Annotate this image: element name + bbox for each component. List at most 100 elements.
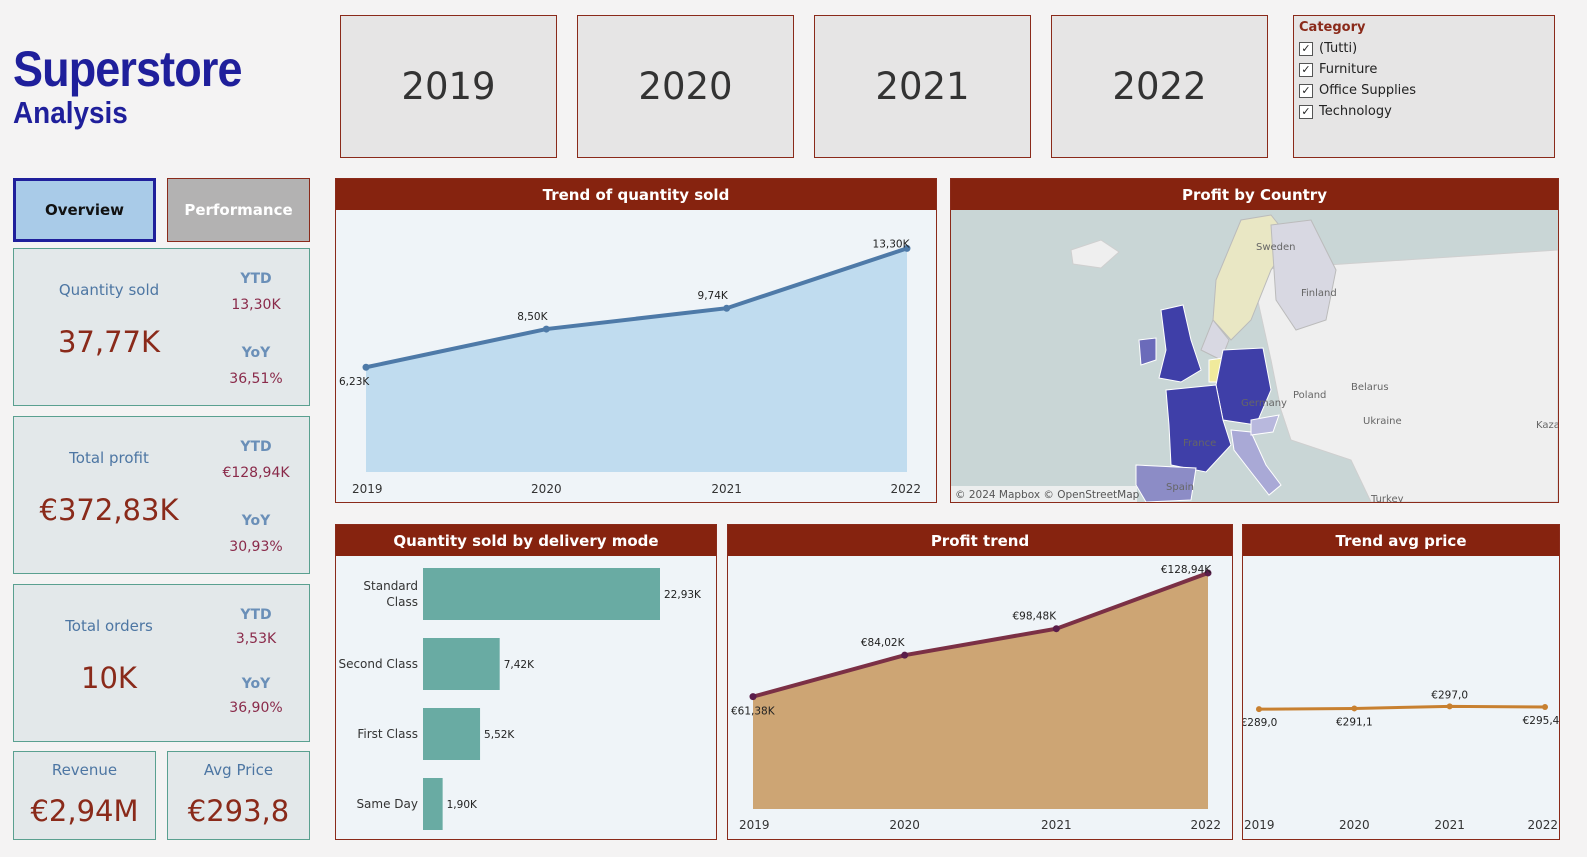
data-label: 8,50K: [517, 311, 548, 323]
chart-point: [1204, 569, 1212, 577]
category-filter-title: Category: [1299, 20, 1366, 35]
chart-line: [1258, 704, 1546, 711]
yoy-label: YoY: [241, 513, 271, 529]
performance-button[interactable]: Performance: [167, 178, 310, 242]
checkbox-icon[interactable]: ✓: [1299, 83, 1313, 98]
bar: [423, 568, 660, 620]
map-label-sweden: Sweden: [1256, 242, 1296, 253]
kpi-label: Total orders: [65, 617, 153, 635]
year-button-2022[interactable]: 2022: [1051, 15, 1268, 158]
ytd-value: €128,94K: [222, 465, 290, 481]
checkbox-icon[interactable]: ✓: [1299, 41, 1313, 56]
data-label: €128,94K: [1161, 564, 1212, 576]
map-label-kaza: Kaza: [1536, 420, 1558, 431]
data-label: 9,74K: [698, 290, 729, 302]
panel-title: Trend of quantity sold: [336, 179, 936, 210]
yoy-label: YoY: [241, 345, 271, 361]
x-tick-label: 2020: [889, 818, 920, 832]
category-filter: Category ✓ (Tutti) ✓ Furniture ✓ Office Sup…: [1293, 15, 1555, 158]
map-label-poland: Poland: [1293, 390, 1326, 401]
category-option-all[interactable]: ✓ (Tutti): [1299, 38, 1549, 59]
ytd-label: YTD: [240, 439, 272, 455]
chart-point: [1052, 625, 1060, 633]
category-option-label: Technology: [1319, 104, 1392, 119]
delivery-mode-panel: Quantity sold by delivery mode 22,93K Sta…: [335, 524, 717, 840]
map-attribution: © 2024 Mapbox © OpenStreetMap: [955, 489, 1140, 501]
ytd-value: 13,30K: [231, 297, 281, 313]
data-label: €98,48K: [1013, 611, 1058, 623]
x-tick-label: 2020: [1339, 818, 1370, 832]
x-tick-label: 2021: [1041, 818, 1072, 832]
category-label: Standard: [363, 579, 418, 593]
x-tick-label: 2021: [1434, 818, 1465, 832]
x-tick-label: 2019: [1244, 818, 1275, 832]
avg-price-chart: €289,0 2019 €291,1 2020 €297,0 2021 €295,4 2022: [1243, 689, 1559, 832]
x-tick-label: 2022: [1190, 818, 1221, 832]
category-option-label: (Tutti): [1319, 41, 1358, 56]
chart-line: [752, 571, 1209, 699]
kpi-revenue-card: Revenue €2,94M: [13, 751, 156, 840]
chart-point: [1446, 703, 1453, 710]
x-tick-label: 2022: [1527, 818, 1558, 832]
data-label: 13,30K: [873, 238, 911, 250]
category-label: First Class: [357, 727, 418, 741]
map-label-belarus: Belarus: [1351, 382, 1389, 393]
data-label: €61,38K: [731, 706, 776, 718]
data-label: 7,42K: [504, 659, 535, 671]
category-label: Same Day: [356, 797, 418, 811]
map-label-france: France: [1183, 438, 1216, 449]
map-label-finland: Finland: [1301, 288, 1337, 299]
chart-point: [903, 244, 911, 252]
category-label: Second Class: [338, 657, 418, 671]
yoy-value: 36,51%: [229, 371, 283, 387]
year-button-2020[interactable]: 2020: [577, 15, 794, 158]
data-label: €297,0: [1431, 689, 1468, 701]
checkbox-icon[interactable]: ✓: [1299, 104, 1313, 119]
kpi-label: Revenue: [51, 761, 118, 779]
bar: [423, 708, 481, 760]
quantity-trend-chart: 6,23K 2019 8,50K 2020 9,74K 2021 13,30K 2022: [339, 238, 921, 496]
avg-price-panel: Trend avg price €289,0 2019 €291,1 2020 €297…: [1242, 524, 1560, 840]
panel-title: Profit trend: [728, 525, 1232, 556]
yoy-value: 36,90%: [229, 700, 283, 716]
data-label: 5,52K: [484, 729, 515, 741]
profit-by-country-panel: Profit by Country Poland Belarus Ukraine…: [950, 178, 1559, 503]
yoy-value: 30,93%: [229, 539, 283, 555]
kpi-label: Total profit: [69, 449, 149, 467]
kpi-label: Quantity sold: [58, 281, 160, 299]
data-label: €289,0: [1243, 717, 1277, 729]
kpi-orders-card: Total orders 10K YTD 3,53K YoY 36,90%: [13, 584, 310, 742]
chart-point: [749, 693, 757, 701]
profit-map[interactable]: Poland Belarus Ukraine Turkey France Spa…: [951, 210, 1558, 502]
kpi-label: Avg Price: [203, 761, 274, 779]
chart-point: [1542, 703, 1548, 710]
ytd-value: 3,53K: [235, 631, 277, 647]
category-option-office-supplies[interactable]: ✓ Office Supplies: [1299, 80, 1549, 101]
ytd-label: YTD: [240, 271, 272, 287]
map-label-spain: Spain: [1166, 482, 1194, 493]
chart-point: [542, 325, 550, 333]
year-button-2021[interactable]: 2021: [814, 15, 1031, 158]
panel-title: Trend avg price: [1243, 525, 1559, 556]
profit-trend-panel: Profit trend €61,38K 2019 €84,02K 2020 €98,4…: [727, 524, 1233, 840]
chart-point: [1351, 705, 1358, 712]
chart-point: [723, 304, 731, 312]
data-label: €291,1: [1336, 716, 1373, 728]
profit-trend-chart: €61,38K 2019 €84,02K 2020 €98,48K 2021 €128,94…: [731, 564, 1221, 832]
kpi-avg-price-card: Avg Price €293,8: [167, 751, 310, 840]
kpi-quantity-card: Quantity sold 37,77K YTD 13,30K YoY 36,5…: [13, 248, 310, 406]
kpi-value: €372,83K: [39, 493, 179, 527]
checkbox-icon[interactable]: ✓: [1299, 62, 1313, 77]
chart-area: [753, 572, 1208, 809]
category-option-technology[interactable]: ✓ Technology: [1299, 101, 1549, 122]
category-option-furniture[interactable]: ✓ Furniture: [1299, 59, 1549, 80]
kpi-profit-card: Total profit €372,83K YTD €128,94K YoY 3…: [13, 416, 310, 574]
x-tick-label: 2019: [352, 482, 383, 496]
kpi-value: €293,8: [187, 794, 290, 828]
chart-line: [365, 246, 908, 370]
overview-button[interactable]: Overview: [13, 178, 156, 242]
year-button-2019[interactable]: 2019: [340, 15, 557, 158]
quantity-trend-panel: Trend of quantity sold 6,23K 2019 8,50K 202…: [335, 178, 937, 503]
category-label: Class: [386, 595, 418, 609]
data-label: 22,93K: [664, 589, 702, 601]
